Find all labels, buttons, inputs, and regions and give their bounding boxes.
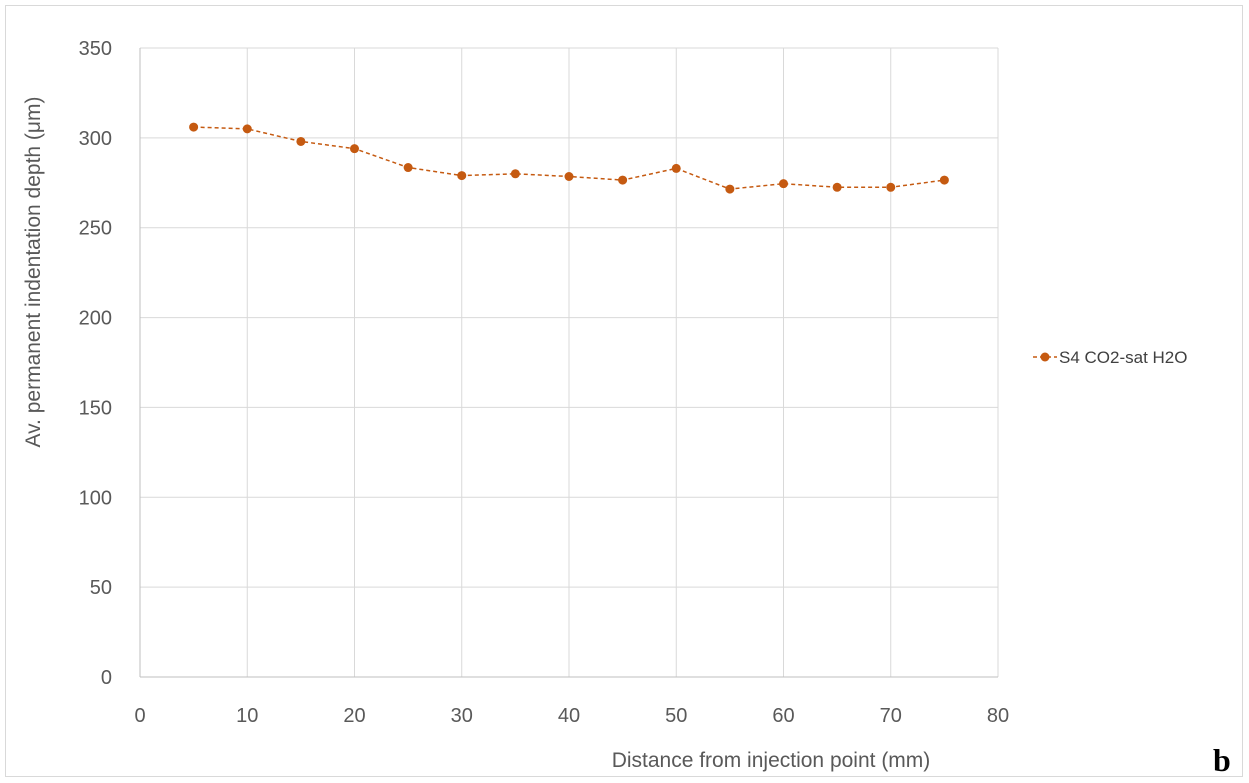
data-point	[671, 163, 681, 173]
data-point	[457, 171, 467, 181]
grid-lines	[140, 47, 999, 677]
x-tick-label: 30	[451, 705, 473, 727]
y-tick-label: 200	[79, 308, 112, 330]
data-point	[939, 175, 949, 185]
x-tick-label: 0	[134, 705, 145, 727]
data-point	[189, 122, 199, 132]
legend-label: S4 CO2-sat H2O	[1059, 348, 1188, 367]
y-tick-label: 300	[79, 128, 112, 150]
axes	[139, 48, 998, 678]
x-tick-label: 10	[236, 705, 258, 727]
data-point	[296, 136, 306, 146]
data-point	[832, 182, 842, 192]
data-point	[403, 163, 413, 173]
x-tick-label: 70	[880, 705, 902, 727]
x-tick-label: 20	[343, 705, 365, 727]
x-tick-label: 60	[772, 705, 794, 727]
chart-frame	[5, 5, 1243, 777]
y-tick-label: 50	[90, 577, 112, 599]
data-point	[510, 169, 520, 179]
data-point	[242, 124, 252, 134]
data-point	[779, 179, 788, 189]
series-layer	[189, 122, 949, 194]
y-tick-label: 150	[79, 397, 112, 419]
y-axis-title: Av. permanent indentation depth (μm)	[22, 96, 45, 447]
x-tick-label: 50	[665, 705, 687, 727]
y-tick-label: 250	[79, 218, 112, 240]
legend-marker-swatch	[1040, 352, 1050, 362]
data-point	[886, 182, 896, 192]
data-point	[618, 175, 628, 185]
panel-label: b	[1213, 742, 1231, 778]
x-tick-label: 40	[558, 705, 580, 727]
x-tick-labels: 0 10 20 30 40 50 60 70 80	[134, 705, 1009, 727]
y-tick-labels: 0 50 100 150 200 250 300 350	[79, 38, 112, 689]
y-tick-label: 0	[101, 667, 112, 689]
x-tick-label: 80	[987, 705, 1009, 727]
y-tick-label: 100	[79, 487, 112, 509]
legend: S4 CO2-sat H2O	[1033, 348, 1188, 367]
data-point	[725, 184, 735, 194]
data-point	[564, 171, 574, 181]
x-axis-title: Distance from injection point (mm)	[612, 749, 931, 772]
y-tick-label: 350	[79, 38, 112, 60]
data-point	[350, 144, 359, 154]
